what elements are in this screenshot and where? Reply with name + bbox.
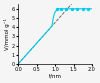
- Point: [82, 8, 84, 9]
- Point: [71, 8, 72, 9]
- X-axis label: t/nm: t/nm: [49, 74, 62, 79]
- Point: [65, 8, 67, 9]
- Point: [60, 8, 61, 9]
- Point: [76, 8, 78, 9]
- Point: [88, 8, 89, 9]
- Point: [56, 8, 58, 9]
- Y-axis label: V/mmol g⁻¹: V/mmol g⁻¹: [4, 18, 10, 50]
